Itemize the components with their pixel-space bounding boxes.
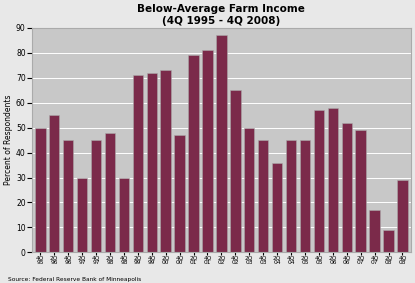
Bar: [202, 50, 212, 252]
Bar: [314, 110, 324, 252]
Bar: [397, 180, 408, 252]
Bar: [383, 230, 394, 252]
Bar: [272, 162, 282, 252]
Bar: [300, 140, 310, 252]
Bar: [286, 140, 296, 252]
Bar: [230, 90, 241, 252]
Bar: [258, 140, 269, 252]
Bar: [63, 140, 73, 252]
Bar: [119, 177, 129, 252]
Bar: [244, 128, 254, 252]
Bar: [132, 75, 143, 252]
Bar: [161, 70, 171, 252]
Bar: [174, 135, 185, 252]
Text: Source: Federal Reserve Bank of Minneapolis: Source: Federal Reserve Bank of Minneapo…: [8, 276, 142, 282]
Bar: [216, 35, 227, 252]
Bar: [49, 115, 59, 252]
Bar: [77, 177, 87, 252]
Bar: [91, 140, 101, 252]
Bar: [327, 108, 338, 252]
Bar: [105, 133, 115, 252]
Bar: [356, 130, 366, 252]
Bar: [342, 123, 352, 252]
Title: Below-Average Farm Income
(4Q 1995 - 4Q 2008): Below-Average Farm Income (4Q 1995 - 4Q …: [137, 4, 305, 26]
Bar: [146, 73, 157, 252]
Y-axis label: Percent of Respondents: Percent of Respondents: [4, 95, 13, 185]
Bar: [35, 128, 46, 252]
Bar: [369, 210, 380, 252]
Bar: [188, 55, 199, 252]
